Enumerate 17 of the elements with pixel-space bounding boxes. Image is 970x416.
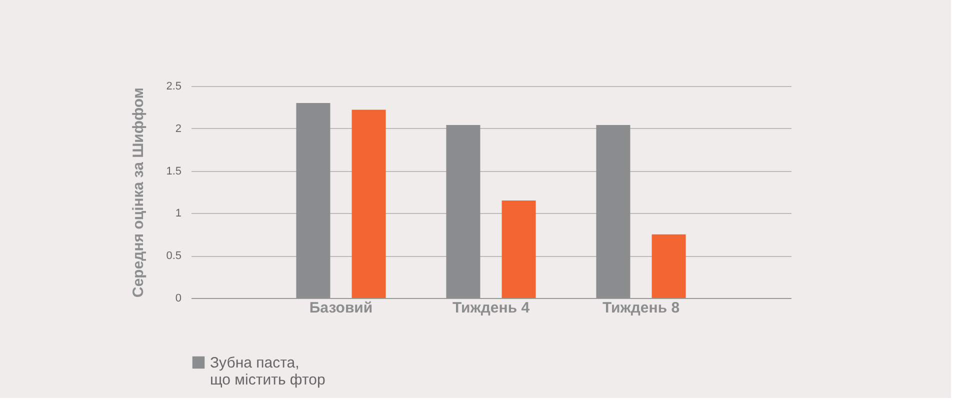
y-tick-label: 0.5 bbox=[166, 250, 182, 262]
x-tick-label: Тиждень 8 bbox=[602, 300, 680, 316]
bar bbox=[502, 200, 536, 298]
bar bbox=[652, 234, 686, 298]
bar bbox=[296, 102, 330, 298]
x-tick-label: Тиждень 4 bbox=[452, 300, 530, 316]
y-tick-label: 0 bbox=[175, 292, 182, 304]
y-tick-label: 1.5 bbox=[166, 165, 182, 178]
y-axis-title: Середня оцінка за Шиффом bbox=[130, 88, 148, 298]
y-tick-label: 2.5 bbox=[166, 80, 182, 92]
y-tick-label: 2 bbox=[175, 122, 182, 135]
bar bbox=[446, 125, 480, 298]
bar bbox=[352, 110, 386, 298]
x-tick-label: Базовий bbox=[309, 300, 373, 316]
legend-label: Зубна паста, що містить фтор bbox=[210, 354, 326, 388]
y-tick-label: 1 bbox=[175, 208, 182, 220]
bar bbox=[596, 125, 630, 298]
